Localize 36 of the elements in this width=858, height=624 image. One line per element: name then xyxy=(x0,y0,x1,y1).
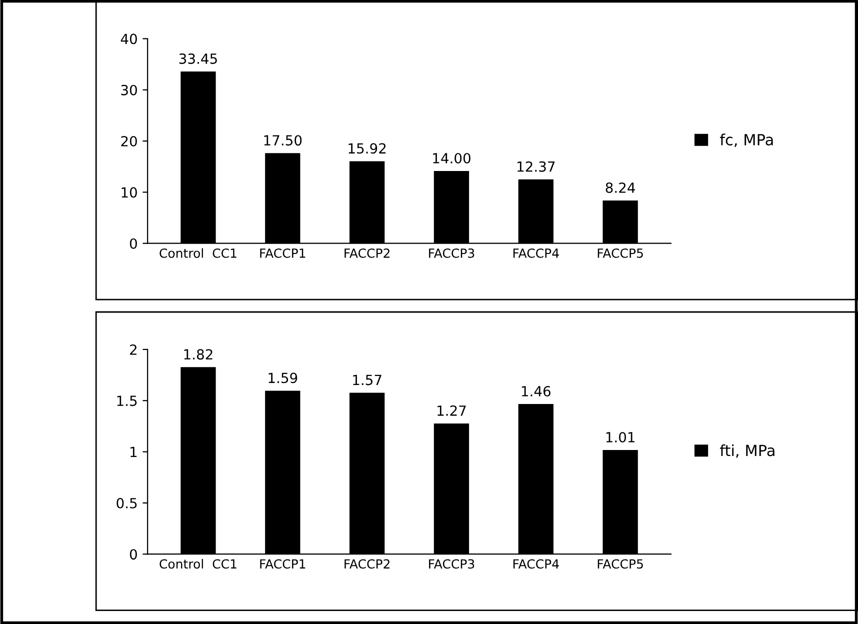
y-tick-label: 40 xyxy=(120,34,137,44)
y-tick-label: 2 xyxy=(130,344,136,355)
y-tick-label: 20 xyxy=(121,136,137,146)
text: 17.50 xyxy=(264,135,302,146)
x-tick-label: Control CC1 xyxy=(160,248,236,258)
x-tick-label: FACCP2 xyxy=(344,559,390,569)
y-tick-label: 30 xyxy=(121,84,137,96)
x-tick-label: FACCP3 xyxy=(429,248,474,258)
text: 8.24 xyxy=(606,182,635,193)
x-tick-label: FACCP4 xyxy=(513,248,559,258)
y-tick-label: 1.5 xyxy=(117,396,137,406)
y-tick-label: 1 xyxy=(130,446,137,458)
x-tick-label: FACCP5 xyxy=(598,248,643,258)
y-tick-label: 0.5 xyxy=(116,498,137,508)
legend-label: fc, MPa xyxy=(720,134,773,148)
text: 1.46 xyxy=(522,386,550,396)
x-tick-label: FACCP3 xyxy=(429,559,474,569)
y-tick-label: 0 xyxy=(130,238,137,249)
x-tick-label: Control CC1 xyxy=(160,558,236,569)
x-tick-label: FACCP5 xyxy=(598,559,643,569)
x-tick-label: FACCP1 xyxy=(260,248,306,258)
text: 33.45 xyxy=(179,53,217,64)
text: 1.59 xyxy=(268,372,298,384)
text: 15.92 xyxy=(348,143,386,154)
legend-label: fti, MPa xyxy=(720,444,774,458)
text: 12.37 xyxy=(518,161,555,172)
x-tick-label: FACCP1 xyxy=(260,559,306,569)
y-tick-label: 10 xyxy=(122,187,137,198)
text: 14.00 xyxy=(433,152,470,164)
text: 1.27 xyxy=(438,405,466,416)
x-tick-label: FACCP4 xyxy=(513,559,559,569)
text: 1.01 xyxy=(606,432,634,443)
x-tick-label: FACCP2 xyxy=(344,248,390,258)
y-tick-label: 0 xyxy=(130,549,137,560)
text: 1.82 xyxy=(184,349,212,360)
text: 1.57 xyxy=(353,374,382,386)
